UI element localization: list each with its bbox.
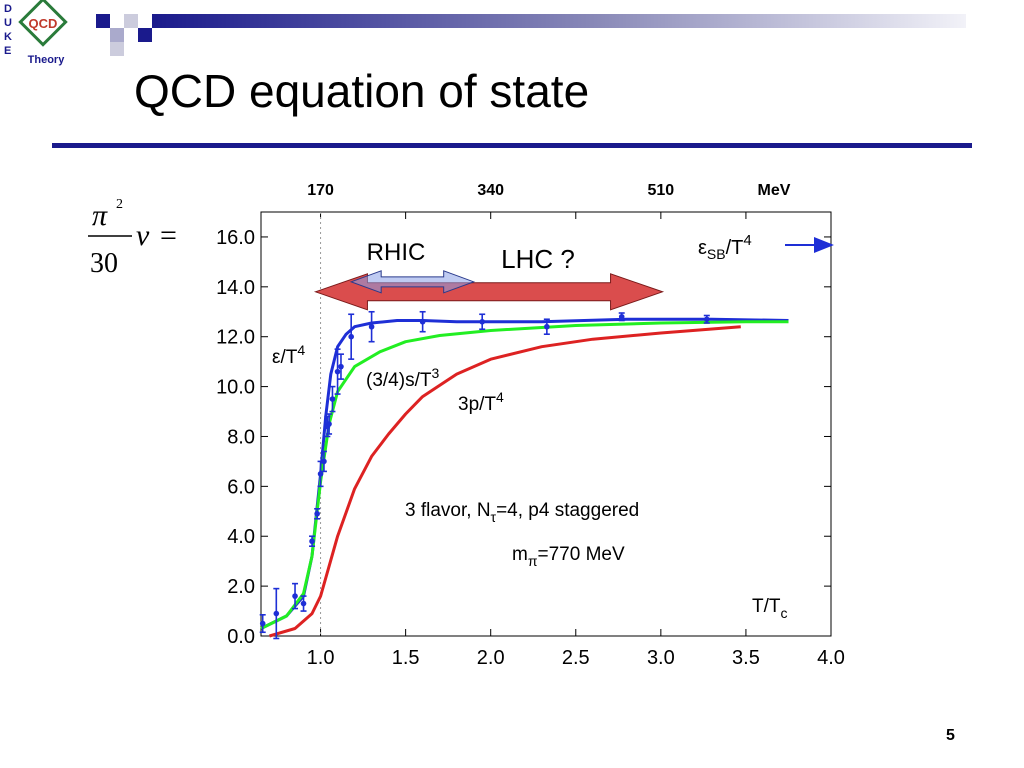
rhic-label: RHIC <box>367 239 426 266</box>
top-tick-label: 170 <box>307 182 334 199</box>
logo-letter-e: E <box>4 45 11 57</box>
y-tick-label: 10.0 <box>216 377 255 399</box>
logo-diamond <box>18 0 68 47</box>
duke-letters: D U K E <box>4 3 12 57</box>
title-underline <box>52 143 972 148</box>
y-tick-label: 0.0 <box>227 626 255 648</box>
data-point <box>329 385 336 413</box>
y-tick-label: 12.0 <box>216 327 255 349</box>
x-axis-tick-labels: 1.0 1.5 2.0 2.5 3.0 3.5 4.0 <box>307 647 845 669</box>
rhic-range-arrow <box>349 270 476 294</box>
data-point <box>314 507 321 520</box>
data-point <box>543 318 550 336</box>
logo-letter-k: K <box>4 31 12 43</box>
data-point <box>618 312 625 322</box>
plot-frame <box>260 211 832 637</box>
logo-mark: QCD <box>29 16 58 31</box>
y-tick-label: 4.0 <box>227 526 255 548</box>
formula-exponent: 2 <box>116 197 123 212</box>
y-tick-label: 6.0 <box>227 476 255 498</box>
duke-qcd-theory-logo: D U K E QCD Theory <box>4 0 68 66</box>
y-tick-label: 2.0 <box>227 576 255 598</box>
data-point <box>320 450 327 473</box>
logo-letter-u: U <box>4 17 12 29</box>
data-point <box>300 595 307 612</box>
top-tick-label: 340 <box>477 182 504 199</box>
x-tick-label: 4.0 <box>817 647 845 669</box>
formula-denominator: 30 <box>90 248 118 279</box>
data-point <box>309 535 316 548</box>
lhc-label: LHC ? <box>501 244 575 274</box>
top-axis-mev-labels: 170 340 510 MeV <box>307 182 791 199</box>
x-tick-label: 1.5 <box>392 647 420 669</box>
x-tick-label: 1.0 <box>307 647 335 669</box>
series-curves <box>260 317 789 638</box>
formula-pi2-over-30-nu: π 2 30 ν = <box>88 197 177 279</box>
data-point <box>273 587 280 640</box>
header-decoration <box>96 14 966 56</box>
x-tick-label: 2.5 <box>562 647 590 669</box>
lattice-info-line1: 3 flavor, Nτ=4, p4 staggered <box>405 500 639 525</box>
pressure-label: 3p/T4 <box>458 389 504 415</box>
data-point <box>419 310 426 333</box>
data-point <box>348 313 355 360</box>
qcd-eos-chart: 0.0 2.0 4.0 6.0 8.0 10.0 12.0 14.0 16.0 … <box>216 182 845 669</box>
data-point <box>334 348 341 395</box>
energy-density-label: ε/T4 <box>272 342 305 368</box>
formula-equals: = <box>160 219 177 252</box>
series-line-1 <box>260 320 789 630</box>
data-point <box>703 314 710 324</box>
stefan-boltzmann-label: εSB/T4 <box>698 232 752 262</box>
x-tick-label: 2.0 <box>477 647 505 669</box>
data-point <box>292 582 299 610</box>
data-point <box>326 413 333 435</box>
slide-number: 5 <box>946 727 955 744</box>
data-point <box>259 613 266 634</box>
x-axis-label: T/Tc <box>752 596 788 621</box>
y-tick-label: 8.0 <box>227 426 255 448</box>
axis-ticks <box>261 212 832 637</box>
logo-caption: Theory <box>28 54 66 66</box>
series-line-2 <box>269 325 741 638</box>
y-axis-tick-labels: 0.0 2.0 4.0 6.0 8.0 10.0 12.0 14.0 16.0 <box>216 227 255 648</box>
entropy-label: (3/4)s/T3 <box>366 365 439 391</box>
slide-title: QCD equation of state <box>134 65 590 117</box>
formula-pi: π <box>92 199 108 232</box>
collider-range-arrows <box>313 270 665 311</box>
y-tick-label: 14.0 <box>216 277 255 299</box>
x-tick-label: 3.5 <box>732 647 760 669</box>
data-point <box>479 313 486 331</box>
lattice-info-line2: mπ=770 MeV <box>512 544 625 569</box>
data-point <box>368 310 375 343</box>
top-axis-unit: MeV <box>758 182 791 199</box>
data-point <box>337 353 344 380</box>
lattice-data-points <box>259 310 710 640</box>
formula-nu: ν <box>136 219 150 252</box>
y-tick-label: 16.0 <box>216 227 255 249</box>
x-tick-label: 3.0 <box>647 647 675 669</box>
top-tick-label: 510 <box>647 182 674 199</box>
logo-letter-d: D <box>4 3 12 15</box>
